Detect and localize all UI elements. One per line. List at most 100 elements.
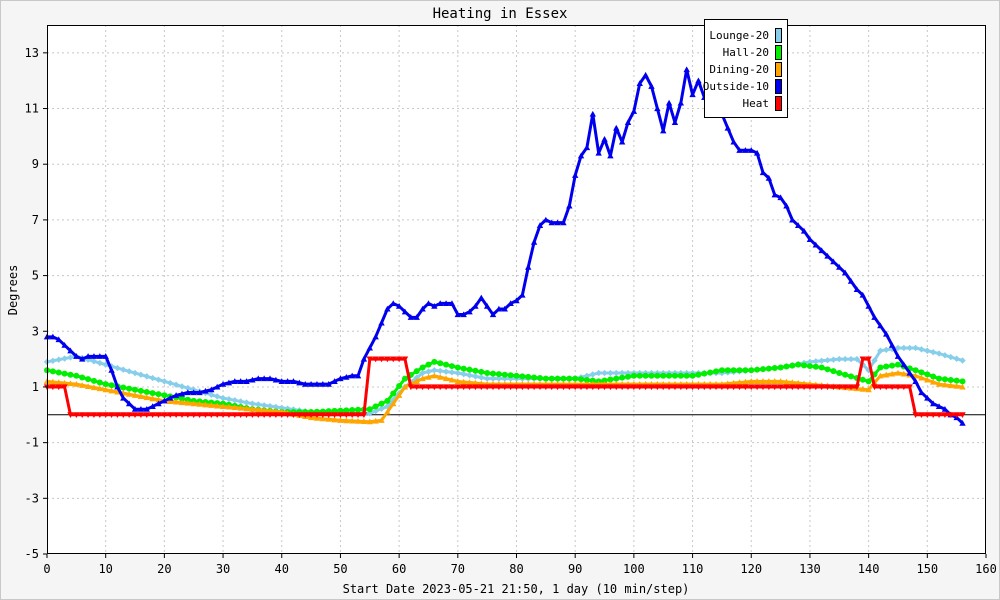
data-point: [489, 375, 497, 382]
legend-swatch: [775, 28, 782, 43]
data-point: [366, 410, 373, 417]
data-point: [237, 412, 244, 418]
data-point: [566, 202, 573, 209]
data-point: [490, 370, 497, 377]
data-point: [536, 222, 544, 229]
data-point: [601, 377, 608, 384]
data-point: [126, 385, 133, 392]
data-point: [84, 412, 92, 418]
data-point: [337, 412, 344, 418]
data-point: [812, 358, 820, 365]
data-point: [677, 99, 685, 106]
data-point: [131, 406, 139, 412]
data-point: [818, 384, 825, 391]
data-point: [372, 333, 379, 340]
data-point: [219, 380, 227, 387]
data-point: [325, 380, 332, 387]
data-point: [454, 369, 462, 377]
x-tick-label: 150: [916, 562, 938, 576]
data-point: [278, 404, 285, 412]
data-point: [202, 401, 209, 408]
data-point: [953, 412, 960, 418]
data-point: [354, 412, 362, 418]
data-point: [49, 333, 57, 340]
data-point: [912, 367, 919, 374]
data-point: [343, 412, 350, 418]
data-point: [789, 362, 796, 369]
data-point: [894, 353, 902, 359]
data-point: [935, 380, 943, 387]
data-point: [571, 172, 579, 178]
data-point: [85, 376, 92, 383]
data-point: [883, 330, 890, 337]
data-point: [319, 415, 327, 422]
data-point: [437, 367, 444, 375]
data-point: [607, 369, 614, 377]
data-point: [143, 406, 150, 412]
data-point: [460, 370, 467, 378]
data-point: [313, 380, 321, 387]
data-point: [343, 407, 350, 414]
data-point: [489, 384, 497, 391]
data-point: [542, 384, 550, 391]
data-point: [466, 372, 473, 379]
data-point: [513, 384, 520, 391]
data-point: [759, 169, 767, 176]
data-point: [366, 418, 373, 425]
data-point: [783, 384, 790, 391]
data-point: [90, 377, 97, 384]
data-point: [454, 311, 462, 318]
data-point: [665, 99, 673, 106]
data-point: [225, 395, 233, 403]
y-tick-label: 7: [32, 213, 39, 227]
data-point: [859, 385, 866, 392]
data-point: [442, 300, 450, 306]
data-point: [161, 378, 168, 385]
data-point: [255, 406, 262, 413]
data-point: [184, 399, 192, 406]
data-point: [806, 236, 814, 242]
data-point: [753, 378, 761, 384]
data-point: [759, 378, 767, 384]
data-point: [255, 401, 262, 408]
data-point: [583, 376, 590, 383]
data-point: [730, 138, 737, 145]
data-point: [302, 380, 309, 387]
data-point: [73, 412, 80, 418]
data-point: [184, 396, 191, 403]
data-point: [930, 373, 937, 380]
data-point: [395, 303, 403, 309]
x-tick-label: 70: [451, 562, 465, 576]
legend-swatch: [775, 62, 782, 77]
data-point: [865, 378, 872, 385]
data-point: [67, 354, 74, 361]
data-point: [836, 370, 843, 377]
data-point: [918, 389, 925, 396]
data-point: [208, 391, 215, 398]
data-point: [249, 400, 256, 407]
data-point: [348, 417, 356, 424]
data-point: [566, 375, 573, 382]
data-point: [531, 374, 538, 381]
data-point: [929, 348, 937, 356]
data-point: [877, 372, 884, 379]
data-point: [877, 384, 884, 391]
data-point: [765, 378, 773, 384]
data-point: [636, 384, 643, 391]
data-point: [642, 71, 649, 78]
data-point: [448, 376, 456, 383]
data-point: [959, 419, 966, 426]
data-point: [589, 377, 596, 384]
data-point: [601, 135, 608, 142]
data-point: [648, 372, 655, 379]
data-point: [178, 412, 186, 418]
data-point: [806, 363, 813, 370]
data-point: [759, 366, 766, 373]
data-point: [196, 401, 203, 407]
data-point: [742, 378, 749, 385]
data-point: [795, 379, 802, 386]
data-point: [61, 370, 68, 377]
data-point: [830, 356, 837, 363]
data-point: [636, 372, 643, 379]
data-point: [677, 372, 684, 379]
